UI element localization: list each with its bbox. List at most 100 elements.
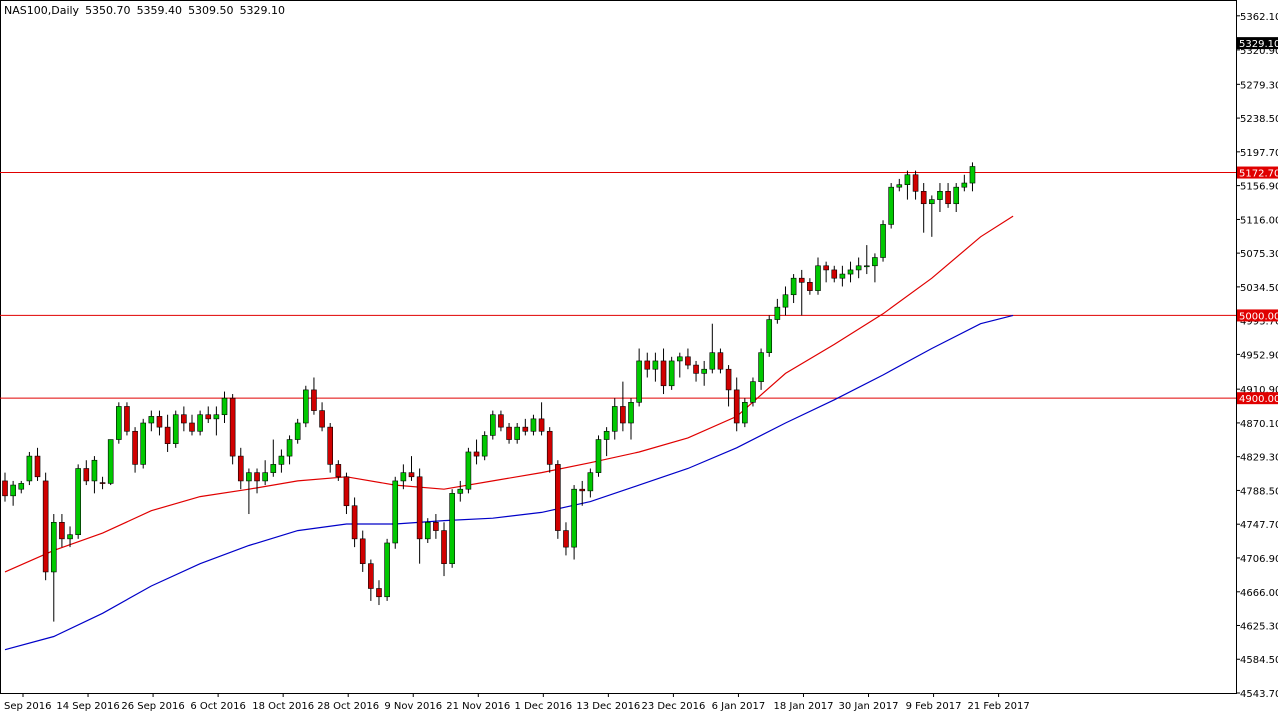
candle-bearish[interactable] xyxy=(327,423,334,473)
candle-bearish[interactable] xyxy=(408,456,415,481)
candle-bullish[interactable] xyxy=(286,435,293,465)
candle-bearish[interactable] xyxy=(433,514,439,539)
candle-bullish[interactable] xyxy=(701,360,707,386)
candle-bullish[interactable] xyxy=(628,398,634,440)
candle-bullish[interactable] xyxy=(872,253,878,283)
candle-bullish[interactable] xyxy=(603,427,610,457)
candle-bearish[interactable] xyxy=(181,406,187,432)
candle-bearish[interactable] xyxy=(99,476,106,490)
candle-bullish[interactable] xyxy=(530,414,537,436)
candle-bullish[interactable] xyxy=(75,464,81,539)
candle-bullish[interactable] xyxy=(262,460,268,486)
candle-bearish[interactable] xyxy=(359,530,366,572)
candle-bearish[interactable] xyxy=(132,427,138,473)
candle-bullish[interactable] xyxy=(400,464,407,490)
candle-bearish[interactable] xyxy=(229,394,236,465)
candle-bearish[interactable] xyxy=(945,183,951,208)
candle-bearish[interactable] xyxy=(343,472,350,515)
candle-bearish[interactable] xyxy=(42,472,49,581)
candle-bearish[interactable] xyxy=(2,472,8,502)
candle-bearish[interactable] xyxy=(563,522,569,556)
candle-bullish[interactable] xyxy=(116,402,122,444)
candle-bullish[interactable] xyxy=(937,183,943,213)
candle-bearish[interactable] xyxy=(376,580,382,606)
candle-bearish[interactable] xyxy=(156,410,163,436)
candle-bullish[interactable] xyxy=(636,348,642,407)
candle-bullish[interactable] xyxy=(481,431,488,461)
candle-bearish[interactable] xyxy=(441,522,447,577)
candle-bearish[interactable] xyxy=(498,410,504,432)
candle-bullish[interactable] xyxy=(148,410,155,432)
candle-bullish[interactable] xyxy=(172,410,179,448)
candle-bullish[interactable] xyxy=(953,183,960,213)
candle-bearish[interactable] xyxy=(205,406,212,424)
candle-bearish[interactable] xyxy=(34,447,41,481)
candle-bullish[interactable] xyxy=(221,391,228,424)
candle-bullish[interactable] xyxy=(571,485,577,560)
candle-bullish[interactable] xyxy=(742,398,748,428)
candle-bearish[interactable] xyxy=(506,423,512,444)
candle-bearish[interactable] xyxy=(59,514,65,548)
candle-bullish[interactable] xyxy=(611,398,618,440)
candle-bullish[interactable] xyxy=(449,489,455,568)
candle-bullish[interactable] xyxy=(457,480,464,502)
candle-bullish[interactable] xyxy=(67,526,73,548)
candle-bearish[interactable] xyxy=(644,352,651,378)
candle-bearish[interactable] xyxy=(83,460,90,486)
price-axis[interactable]: 5362.10 5320.90 5279.30 5238.50 5197.70 5156.… xyxy=(1236,12,1278,700)
candle-bearish[interactable] xyxy=(798,269,805,316)
candle-bearish[interactable] xyxy=(725,365,732,407)
candle-bearish[interactable] xyxy=(124,402,130,436)
candle-bearish[interactable] xyxy=(912,170,919,200)
candle-bullish[interactable] xyxy=(888,183,894,229)
time-axis[interactable]: 2 Sep 2016 14 Sep 2016 26 Sep 2016 6 Oct 20… xyxy=(0,693,1030,712)
candle-bearish[interactable] xyxy=(685,348,691,370)
candle-bearish[interactable] xyxy=(546,427,553,473)
candle-bullish[interactable] xyxy=(213,406,220,436)
candle-bullish[interactable] xyxy=(18,480,25,494)
candle-bullish[interactable] xyxy=(847,261,854,283)
candle-bearish[interactable] xyxy=(473,439,480,465)
candle-bearish[interactable] xyxy=(351,497,358,548)
candle-bearish[interactable] xyxy=(335,460,342,481)
candle-bearish[interactable] xyxy=(522,418,529,436)
candle-bullish[interactable] xyxy=(595,435,602,477)
candle-bullish[interactable] xyxy=(270,439,277,477)
candle-bullish[interactable] xyxy=(392,476,399,549)
candle-bearish[interactable] xyxy=(920,183,927,233)
candle-bullish[interactable] xyxy=(766,315,773,357)
candle-bearish[interactable] xyxy=(733,377,740,432)
candle-bearish[interactable] xyxy=(831,265,838,283)
candle-bearish[interactable] xyxy=(823,261,829,283)
candle-bullish[interactable] xyxy=(140,418,147,469)
candle-bullish[interactable] xyxy=(758,348,764,390)
candle-bullish[interactable] xyxy=(790,274,797,304)
candle-bullish[interactable] xyxy=(10,480,16,506)
candle-bullish[interactable] xyxy=(489,410,496,440)
candle-bullish[interactable] xyxy=(880,220,886,262)
candle-bullish[interactable] xyxy=(839,265,846,287)
candle-bearish[interactable] xyxy=(189,414,195,436)
candle-bullish[interactable] xyxy=(91,456,98,494)
candle-bullish[interactable] xyxy=(782,286,789,316)
candle-bullish[interactable] xyxy=(514,423,520,444)
candle-bearish[interactable] xyxy=(807,278,813,295)
candle-bullish[interactable] xyxy=(896,178,903,192)
candle-bullish[interactable] xyxy=(815,257,821,295)
candle-bearish[interactable] xyxy=(416,468,423,564)
candle-bullish[interactable] xyxy=(750,377,756,407)
candle-bullish[interactable] xyxy=(668,356,675,390)
candle-bearish[interactable] xyxy=(693,360,699,382)
candles-layer[interactable] xyxy=(2,162,976,622)
candle-bullish[interactable] xyxy=(652,352,659,382)
candle-bullish[interactable] xyxy=(904,170,911,200)
candle-bullish[interactable] xyxy=(855,257,862,279)
candle-bullish[interactable] xyxy=(863,245,870,275)
candle-bearish[interactable] xyxy=(319,402,325,432)
candle-bearish[interactable] xyxy=(311,377,317,415)
candle-bearish[interactable] xyxy=(660,348,667,395)
candle-bullish[interactable] xyxy=(278,449,285,473)
candle-bearish[interactable] xyxy=(538,402,545,436)
candle-bullish[interactable] xyxy=(50,514,57,622)
